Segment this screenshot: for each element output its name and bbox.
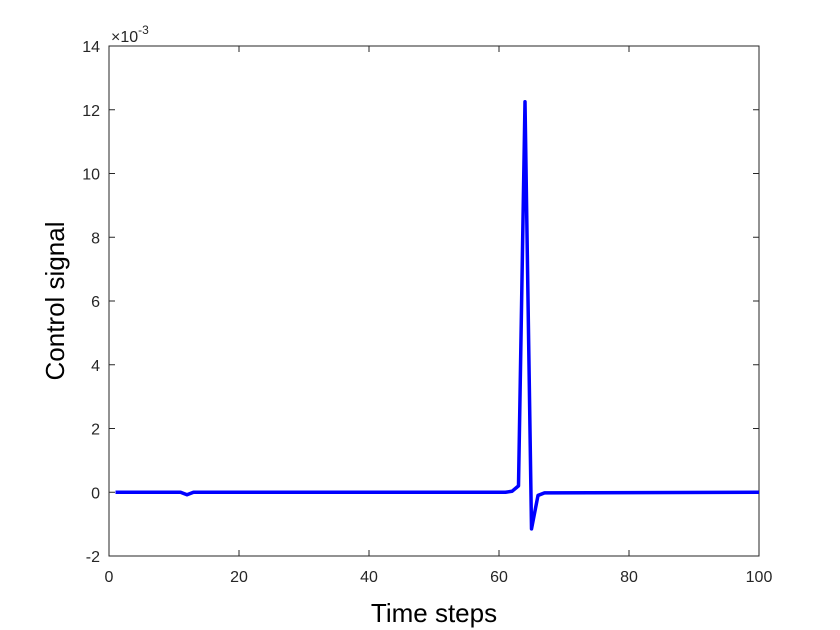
multiplier-exponent: -3 (138, 23, 149, 37)
y-tick-label: 4 (91, 358, 100, 375)
y-tick-label: 6 (91, 294, 100, 311)
x-tick-label: 20 (230, 569, 248, 586)
y-tick-label: 10 (82, 167, 100, 184)
y-multiplier: ×10-3 (111, 23, 149, 46)
y-tick-label: 8 (91, 230, 100, 247)
data-line (115, 100, 760, 531)
x-tick-label: 40 (360, 569, 378, 586)
y-axis-label: Control signal (40, 222, 70, 381)
x-tick-label: 100 (746, 569, 773, 586)
x-tick-label: 60 (490, 569, 508, 586)
multiplier-base: ×10 (111, 29, 138, 46)
y-tick-label: -2 (86, 549, 100, 566)
y-tick-label: 12 (82, 103, 100, 120)
y-tick-label: 2 (91, 422, 100, 439)
y-tick-label: 14 (82, 39, 100, 56)
x-tick-label: 80 (620, 569, 638, 586)
x-tick-label: 0 (105, 569, 114, 586)
y-tick-label: 0 (91, 485, 100, 502)
x-axis-label: Time steps (371, 598, 497, 628)
